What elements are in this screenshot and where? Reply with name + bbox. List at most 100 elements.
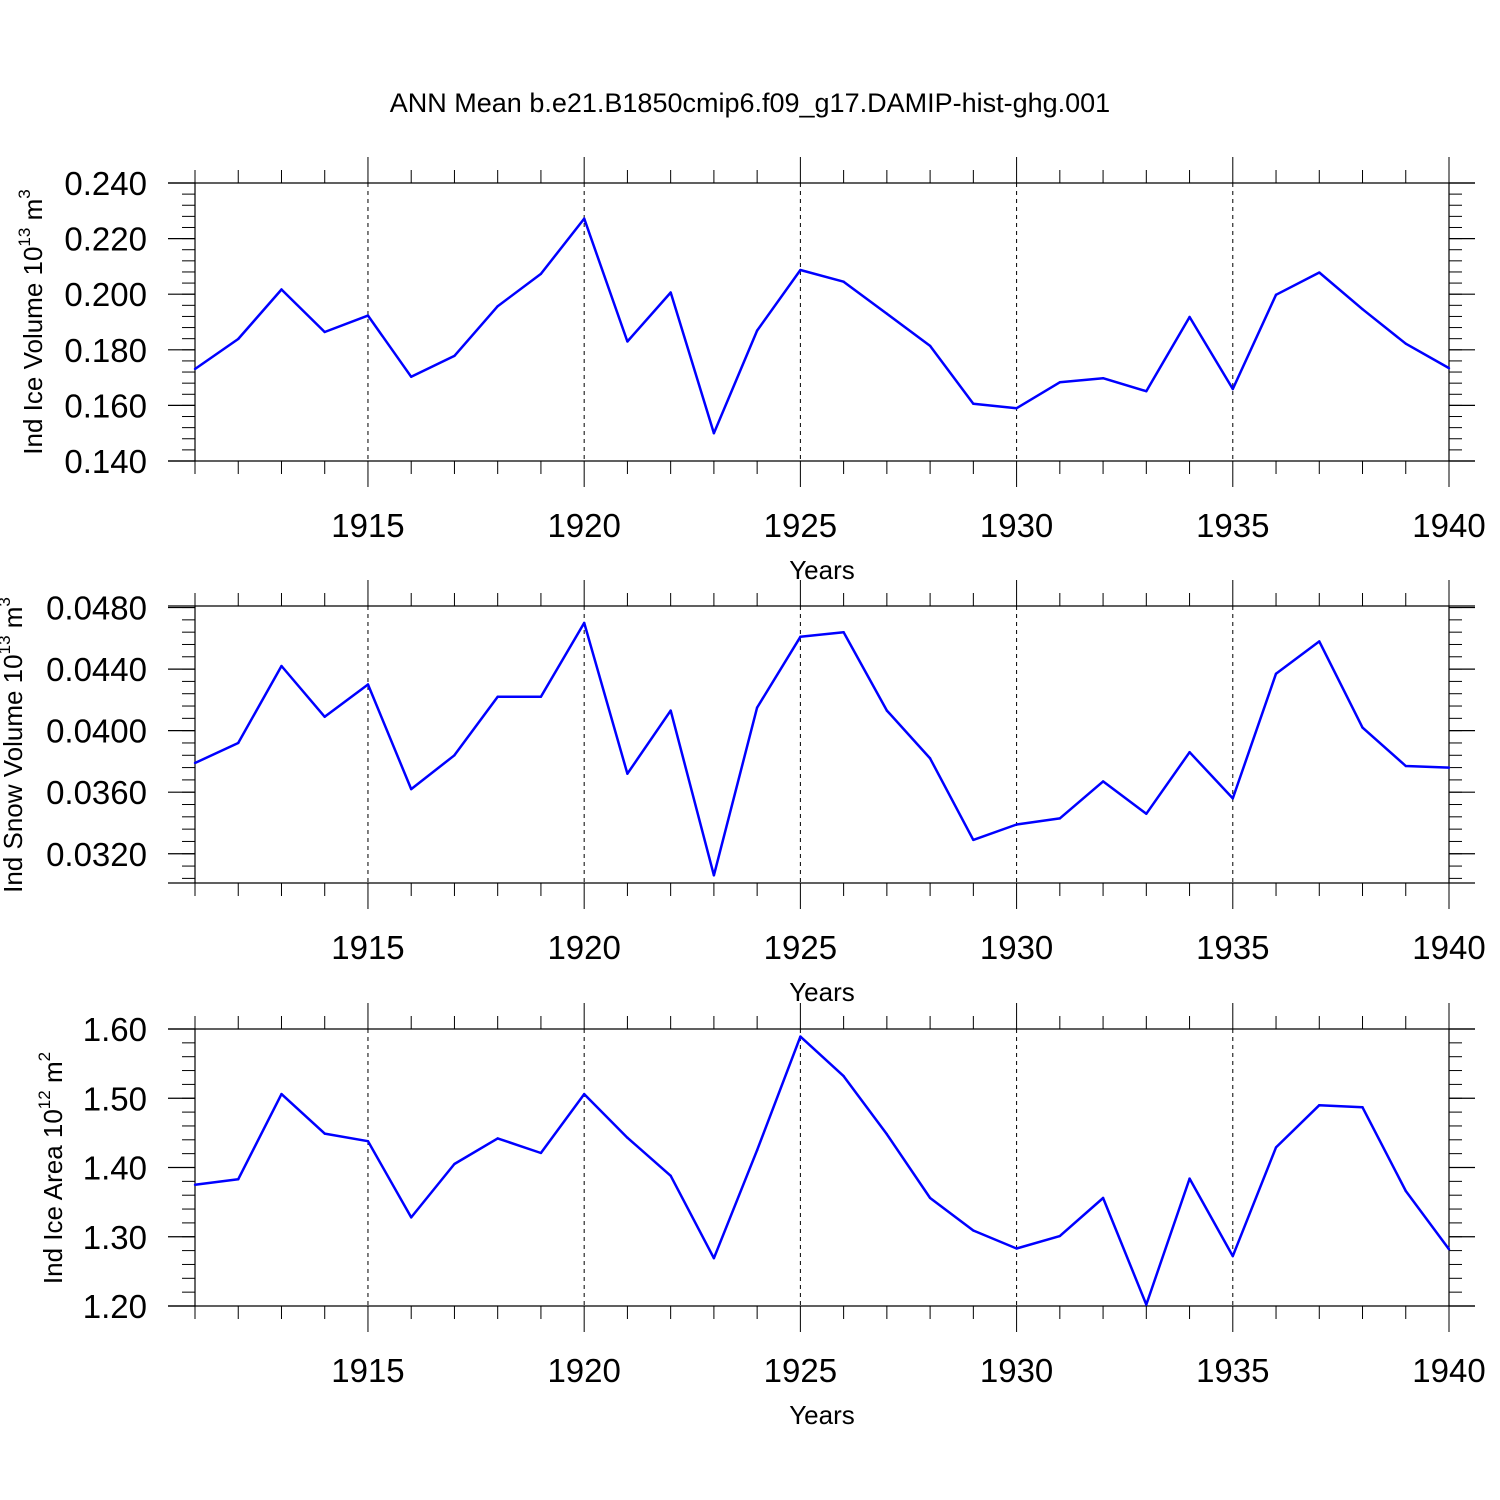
data-point <box>1361 308 1364 311</box>
x-tick-label: 1930 <box>980 1352 1053 1389</box>
data-point <box>669 291 672 294</box>
data-point <box>626 1136 629 1139</box>
data-point <box>496 695 499 698</box>
data-point <box>928 1196 932 1200</box>
x-tick-label: 1915 <box>331 1352 404 1389</box>
data-point <box>539 695 543 698</box>
data-point <box>1274 672 1278 675</box>
data-point <box>1318 640 1321 643</box>
data-point <box>1058 381 1062 384</box>
data-point <box>885 709 889 712</box>
x-tick-label: 1915 <box>331 929 404 966</box>
data-point <box>453 1162 456 1166</box>
x-axis-title: Years <box>789 555 855 585</box>
y-tick-label: 0.0360 <box>46 774 147 811</box>
x-tick-label: 1935 <box>1196 1352 1269 1389</box>
data-point <box>1231 387 1234 391</box>
data-point <box>193 761 197 765</box>
data-point <box>972 1229 975 1232</box>
y-tick-label: 0.220 <box>64 221 147 258</box>
data-point <box>237 337 240 341</box>
data-point <box>193 367 197 371</box>
x-tick-label: 1915 <box>331 507 404 544</box>
data-point <box>799 635 802 638</box>
series-line <box>194 1035 1451 1306</box>
x-tick-label: 1925 <box>764 507 837 544</box>
panel-1: 0.140 0.160 0.180 0.200 0.220 0.240 1915 1920 19… <box>15 157 1486 585</box>
x-tick-label: 1920 <box>547 507 620 544</box>
data-point <box>366 683 370 686</box>
y-tick-label: 1.50 <box>83 1080 147 1117</box>
chart-title: ANN Mean b.e21.B1850cmip6.f09_g17.DAMIP-… <box>389 88 1111 118</box>
x-tick-label: 1940 <box>1412 1352 1485 1389</box>
x-tick-label: 1925 <box>764 1352 837 1389</box>
data-point <box>712 432 716 435</box>
data-point <box>1145 1303 1148 1306</box>
data-point <box>1101 1196 1105 1200</box>
x-tick-label: 1935 <box>1196 507 1269 544</box>
data-point <box>1318 271 1321 274</box>
data-point <box>1361 726 1364 729</box>
data-point <box>928 344 932 348</box>
y-tick-label: 1.60 <box>83 1011 147 1048</box>
data-point <box>1101 780 1105 783</box>
x-axis-title: Years <box>789 1400 855 1430</box>
series-line <box>194 621 1450 877</box>
y-tick-label: 0.140 <box>64 443 147 480</box>
data-point <box>799 1035 802 1038</box>
data-point <box>972 402 975 405</box>
data-point <box>323 715 326 718</box>
data-point <box>842 1074 845 1078</box>
x-tick-label: 1925 <box>764 929 837 966</box>
y-tick-label: 0.0440 <box>46 651 147 688</box>
y-tick-label: 0.180 <box>64 332 147 369</box>
data-point <box>972 838 975 842</box>
data-point <box>928 757 932 760</box>
data-point <box>1318 1103 1321 1107</box>
y-axis-title: Ind Ice Area 1012 m2 <box>35 1052 68 1284</box>
data-point <box>539 1151 543 1155</box>
data-point <box>323 330 326 334</box>
y-tick-label: 1.40 <box>83 1150 147 1187</box>
y-tick-label: 0.0320 <box>46 836 147 873</box>
data-point <box>323 1132 326 1135</box>
data-point <box>496 1137 499 1140</box>
data-point <box>1231 1254 1234 1258</box>
data-point <box>1274 293 1278 296</box>
data-point <box>582 1092 586 1096</box>
x-tick-label: 1940 <box>1412 929 1485 966</box>
data-point <box>1015 1247 1018 1250</box>
data-point <box>410 787 413 791</box>
x-tick-label: 1940 <box>1412 507 1485 544</box>
data-point <box>1447 766 1451 769</box>
data-point <box>842 280 845 283</box>
y-tick-label: 0.200 <box>64 276 147 313</box>
x-tick-label: 1930 <box>980 929 1053 966</box>
y-axis-title: Ind Snow Volume 1013 m3 <box>0 597 28 893</box>
data-point <box>1404 764 1407 768</box>
data-point <box>453 754 456 757</box>
x-axis-title: Years <box>789 977 855 1007</box>
data-point <box>1015 823 1018 826</box>
data-point <box>885 1133 889 1136</box>
y-tick-label: 0.0480 <box>46 590 147 627</box>
data-point <box>193 1183 197 1187</box>
y-tick-label: 1.20 <box>83 1288 147 1325</box>
data-point <box>280 1092 283 1096</box>
data-point <box>1188 315 1191 319</box>
y-tick-label: 0.160 <box>64 387 147 424</box>
data-point <box>237 741 240 745</box>
data-point <box>453 354 456 358</box>
series-line <box>194 217 1450 435</box>
data-point <box>799 268 802 272</box>
x-tick-label: 1930 <box>980 507 1053 544</box>
x-tick-label: 1920 <box>547 929 620 966</box>
data-point <box>1015 406 1018 410</box>
data-point <box>1145 390 1148 393</box>
data-point <box>1404 342 1407 345</box>
data-point <box>755 329 759 332</box>
x-tick-label: 1935 <box>1196 929 1269 966</box>
data-point <box>626 340 629 343</box>
panel-3: 1.20 1.30 1.40 1.50 1.60 1915 1920 1925 1930 1935… <box>35 1003 1486 1430</box>
